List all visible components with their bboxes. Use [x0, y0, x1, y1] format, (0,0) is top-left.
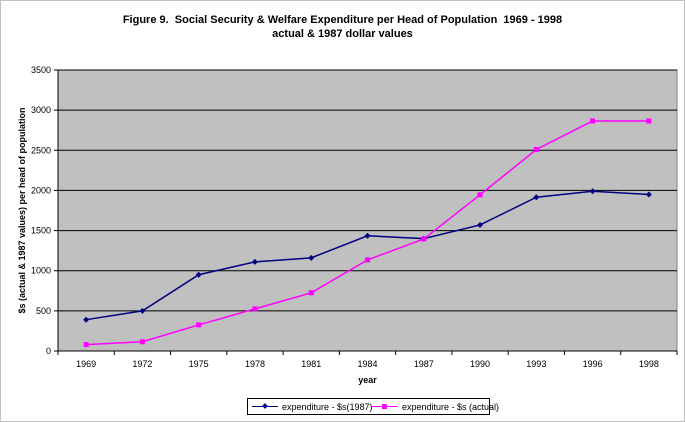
- x-tick-label: 1993: [526, 359, 546, 369]
- y-axis-title: $s (actual & 1987 values) per head of po…: [17, 107, 27, 313]
- data-point-series-2: [308, 290, 314, 296]
- chart-subtitle: actual & 1987 dollar values: [272, 28, 413, 40]
- data-point-series-1: [308, 254, 315, 261]
- x-tick-label: 1984: [357, 359, 377, 369]
- data-point-series-1: [589, 188, 596, 195]
- x-axis-title: year: [358, 375, 377, 385]
- plot-area: [57, 69, 678, 352]
- legend-item-series-2: expenditure - $s (actual): [372, 401, 499, 412]
- data-point-series-2: [139, 339, 145, 345]
- x-tick-label: 1972: [132, 359, 152, 369]
- data-point-series-2: [477, 192, 483, 198]
- data-point-series-2: [196, 322, 202, 328]
- x-tick-label: 1990: [470, 359, 490, 369]
- data-point-series-2: [252, 306, 258, 312]
- legend: expenditure - $s(1987) expenditure - $s …: [247, 398, 499, 415]
- y-tick-label: 3000: [31, 105, 51, 115]
- legend-label-series-2: expenditure - $s (actual): [402, 401, 500, 412]
- legend-swatch-series-2: [372, 403, 398, 411]
- x-tick-label: 1998: [639, 359, 659, 369]
- data-point-series-1: [477, 221, 484, 228]
- legend-swatch-series-1: [252, 403, 278, 411]
- data-point-series-1: [83, 316, 90, 323]
- legend-label-series-1: expenditure - $s(1987): [282, 401, 373, 412]
- data-point-series-1: [139, 307, 146, 314]
- x-tick-label: 1975: [189, 359, 209, 369]
- y-tick-label: 0: [46, 346, 51, 356]
- x-tick-label: 1987: [414, 359, 434, 369]
- legend-item-series-1: expenditure - $s(1987): [252, 401, 373, 412]
- chart-title: Figure 9. Social Security & Welfare Expe…: [122, 14, 563, 26]
- data-point-series-1: [533, 194, 540, 201]
- data-point-series-2: [83, 342, 89, 348]
- data-point-series-2: [646, 118, 652, 124]
- x-tick-label: 1978: [245, 359, 265, 369]
- y-tick-label: 1000: [31, 266, 51, 276]
- y-tick-label: 2000: [31, 185, 51, 195]
- data-point-series-2: [590, 118, 596, 124]
- data-point-series-1: [364, 232, 371, 239]
- y-tick-label: 1500: [31, 226, 51, 236]
- data-point-series-1: [251, 258, 258, 265]
- data-point-series-1: [195, 271, 202, 278]
- x-tick-label: 1996: [583, 359, 603, 369]
- x-tick-label: 1969: [76, 359, 96, 369]
- data-point-series-2: [365, 257, 370, 263]
- data-point-series-2: [421, 236, 427, 242]
- y-tick-label: 500: [36, 306, 51, 316]
- x-tick-label: 1981: [301, 359, 321, 369]
- data-point-series-2: [533, 146, 539, 152]
- y-tick-label: 2500: [31, 145, 51, 155]
- y-tick-label: 3500: [31, 65, 51, 75]
- data-point-series-1: [645, 191, 652, 198]
